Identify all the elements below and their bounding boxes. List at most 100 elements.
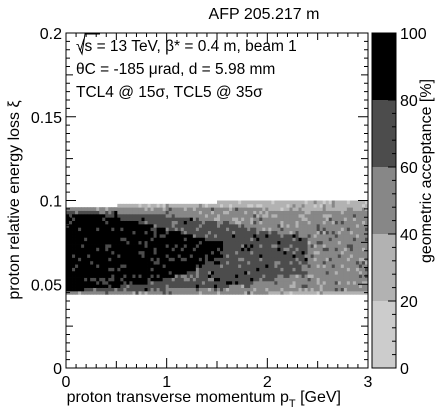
heatmap-cell bbox=[171, 270, 176, 275]
heatmap-cell bbox=[198, 277, 203, 282]
heatmap-cell bbox=[147, 227, 151, 232]
heatmap-cell bbox=[153, 220, 157, 225]
heatmap-cell bbox=[93, 280, 97, 285]
heatmap-cell bbox=[204, 230, 209, 235]
heatmap-cell bbox=[117, 240, 121, 245]
heatmap-cell bbox=[87, 247, 91, 252]
heatmap-cell bbox=[141, 220, 145, 225]
heatmap-cell bbox=[265, 277, 269, 282]
heatmap-cell bbox=[334, 277, 339, 282]
heatmap-cell bbox=[325, 250, 330, 255]
heatmap-cell bbox=[229, 280, 233, 285]
heatmap-cell bbox=[99, 227, 103, 232]
heatmap-cell bbox=[78, 254, 82, 258]
heatmap-cell bbox=[102, 227, 106, 232]
heatmap-cell bbox=[346, 213, 351, 218]
heatmap-cell bbox=[310, 284, 315, 288]
heatmap-cell bbox=[159, 250, 164, 255]
heatmap-cell bbox=[96, 280, 100, 285]
heatmap-cell bbox=[180, 254, 185, 258]
heatmap-cell bbox=[105, 284, 109, 288]
heatmap-cell bbox=[159, 290, 164, 295]
heatmap-cell bbox=[337, 207, 342, 211]
heatmap-cell bbox=[87, 217, 91, 221]
heatmap-cell bbox=[247, 203, 251, 208]
heatmap-cell bbox=[325, 234, 330, 238]
heatmap-cell bbox=[90, 240, 94, 245]
heatmap-cell bbox=[301, 280, 305, 285]
heatmap-cell bbox=[253, 274, 257, 278]
heatmap-cell bbox=[90, 274, 94, 278]
heatmap-cell bbox=[265, 210, 269, 215]
heatmap-cell bbox=[304, 244, 308, 248]
heatmap-cell bbox=[223, 240, 227, 245]
heatmap-cell bbox=[328, 264, 333, 268]
heatmap-cell bbox=[195, 247, 200, 252]
heatmap-cell bbox=[340, 290, 345, 295]
heatmap-cell bbox=[352, 284, 357, 288]
heatmap-cell bbox=[75, 220, 79, 225]
heatmap-cell bbox=[123, 260, 127, 265]
heatmap-cell bbox=[259, 234, 263, 238]
heatmap-cell bbox=[361, 247, 366, 252]
heatmap-cell bbox=[238, 217, 242, 221]
heatmap-cell bbox=[126, 277, 130, 282]
heatmap-cell bbox=[283, 274, 287, 278]
heatmap-cell bbox=[192, 210, 197, 215]
heatmap-cell bbox=[135, 260, 139, 265]
heatmap-cell bbox=[120, 280, 124, 285]
heatmap-cell bbox=[250, 264, 254, 268]
heatmap-cell bbox=[244, 260, 248, 265]
heatmap-cell bbox=[274, 274, 278, 278]
heatmap-cell bbox=[147, 280, 151, 285]
heatmap-cell bbox=[153, 223, 157, 228]
heatmap-cell bbox=[358, 264, 363, 268]
heatmap-cell bbox=[289, 223, 293, 228]
heatmap-cell bbox=[84, 223, 88, 228]
heatmap-cell bbox=[322, 234, 327, 238]
heatmap-cell bbox=[204, 247, 209, 252]
heatmap-cell bbox=[301, 217, 305, 221]
heatmap-cell bbox=[313, 244, 318, 248]
heatmap-cell bbox=[274, 203, 278, 208]
heatmap-cell bbox=[66, 270, 70, 275]
heatmap-cell bbox=[256, 264, 260, 268]
heatmap-cell bbox=[114, 230, 118, 235]
heatmap-cell bbox=[141, 210, 145, 215]
heatmap-cell bbox=[141, 207, 145, 211]
heatmap-cell bbox=[223, 277, 227, 282]
heatmap-cell bbox=[78, 264, 82, 268]
heatmap-cell bbox=[81, 260, 85, 265]
heatmap-cell bbox=[241, 240, 245, 245]
heatmap-cell bbox=[138, 207, 142, 211]
heatmap-cell bbox=[307, 287, 312, 292]
heatmap-cell bbox=[165, 257, 170, 262]
heatmap-cell bbox=[129, 203, 133, 208]
heatmap-cell bbox=[153, 264, 157, 268]
heatmap-cell bbox=[229, 220, 233, 225]
heatmap-cell bbox=[271, 247, 275, 252]
heatmap-cell bbox=[180, 270, 185, 275]
heatmap-cell bbox=[256, 254, 260, 258]
heatmap-cell bbox=[316, 230, 321, 235]
heatmap-cell bbox=[105, 237, 109, 242]
heatmap-cell bbox=[307, 230, 312, 235]
heatmap-cell bbox=[355, 223, 360, 228]
heatmap-cell bbox=[132, 203, 136, 208]
heatmap-cell bbox=[253, 284, 257, 288]
heatmap-cell bbox=[138, 254, 142, 258]
heatmap-cell bbox=[289, 200, 293, 205]
heatmap-cell bbox=[141, 287, 145, 292]
heatmap-cell bbox=[316, 260, 321, 265]
heatmap-cell bbox=[156, 237, 161, 242]
heatmap-cell bbox=[232, 287, 236, 292]
heatmap-cell bbox=[156, 207, 161, 211]
heatmap-cell bbox=[90, 260, 94, 265]
heatmap-cell bbox=[123, 223, 127, 228]
heatmap-cell bbox=[259, 240, 263, 245]
heatmap-cell bbox=[259, 274, 263, 278]
heatmap-cell bbox=[220, 234, 224, 238]
color-bar-frame bbox=[371, 32, 397, 369]
heatmap-cell bbox=[319, 234, 324, 238]
heatmap-cell bbox=[84, 230, 88, 235]
